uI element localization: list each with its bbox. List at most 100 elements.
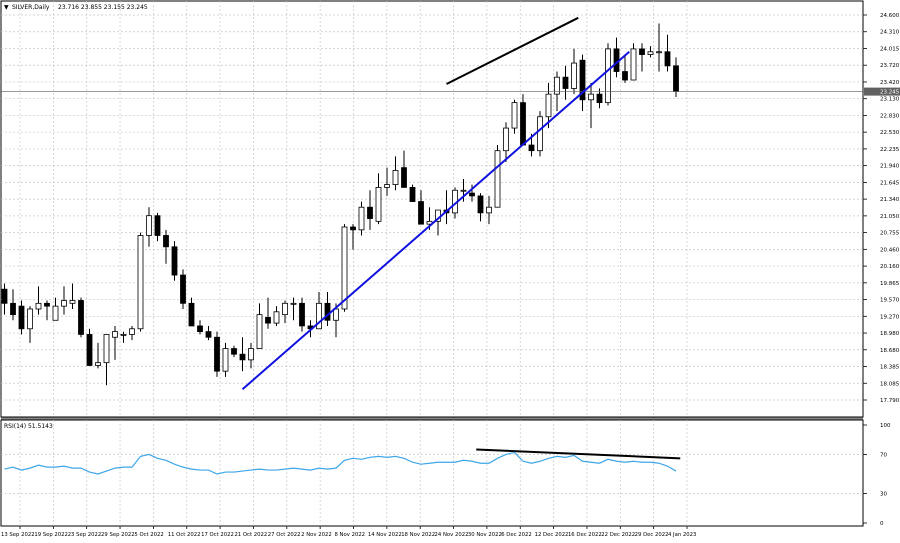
bearish-candle [188, 302, 195, 327]
bullish-candle [112, 331, 118, 338]
price-tick-label: 19.865 [880, 281, 900, 287]
bearish-candle [528, 144, 535, 152]
bearish-candle [197, 325, 203, 332]
price-tick-label: 20.460 [880, 247, 900, 253]
bearish-candle [18, 305, 25, 330]
time-tick-label: 8 Nov 2022 [335, 532, 366, 538]
price-resistance-trendline [446, 16, 579, 85]
price-tick-label: 22.830 [880, 113, 900, 119]
time-tick-label: 13 Sep 2022 [1, 532, 35, 538]
time-tick-label: 21 Oct 2022 [234, 532, 267, 538]
bearish-candle [639, 48, 645, 55]
bearish-candle [299, 302, 305, 327]
price-pane-frame [0, 0, 864, 418]
bearish-candle [205, 331, 212, 338]
time-tick-label: 30 Nov 2022 [468, 532, 502, 538]
bearish-candle [239, 353, 246, 361]
last-price-marker [864, 87, 900, 96]
price-tick-label: 18.385 [880, 365, 900, 371]
price-tick-label: 22.530 [880, 130, 900, 136]
ohlc-values: 23.716 23.855 23.155 23.245 [58, 4, 148, 11]
bullish-candle [511, 102, 518, 129]
rsi-resistance-trendline [476, 448, 681, 460]
bullish-candle [52, 305, 59, 321]
bearish-candle [214, 336, 220, 372]
bearish-candle [10, 302, 16, 316]
price-tick-label: 20.160 [880, 264, 900, 270]
time-tick-label: 16 Dec 2022 [568, 532, 602, 538]
bearish-candle [622, 71, 628, 81]
bullish-candle [656, 51, 662, 54]
price-tick-label: 17.790 [880, 398, 900, 404]
price-tick-label: 21.340 [880, 197, 900, 203]
time-tick-label: 19 Sep 2022 [34, 532, 68, 538]
bullish-candle [222, 348, 229, 372]
rsi-tick-label: 30 [880, 492, 887, 498]
bearish-candle [520, 102, 526, 146]
time-tick-label: 29 Sep 2022 [101, 532, 135, 538]
bearish-candle [596, 93, 603, 104]
time-tick-label: 17 Oct 2022 [201, 532, 234, 538]
bearish-candle [78, 300, 84, 335]
price-tick-label: 21.645 [880, 180, 900, 186]
bearish-candle [1, 288, 8, 304]
bearish-candle [664, 51, 671, 67]
bullish-candle [95, 362, 101, 366]
bullish-candle [392, 170, 399, 186]
candles [1, 23, 863, 386]
time-axis: 13 Sep 2022 19 Sep 2022 23 Sep 2022 29 Sep … [1, 526, 696, 538]
bullish-candle [545, 93, 552, 118]
bullish-candle [69, 300, 76, 304]
bullish-candle [571, 62, 577, 89]
time-tick-label: 4 Jan 2023 [668, 532, 696, 538]
last-price-label: 23.245 [880, 90, 900, 96]
bearish-candle [367, 206, 373, 219]
bullish-candle [358, 206, 365, 231]
support-trendline [241, 50, 630, 391]
time-tick-label: 27 Oct 2022 [268, 532, 301, 538]
bearish-candle [44, 302, 50, 307]
rsi-line [4, 451, 677, 475]
bullish-candle [290, 302, 297, 305]
bullish-candle [494, 150, 501, 208]
bullish-candle [282, 302, 288, 316]
price-tick-label: 24.310 [880, 30, 900, 36]
price-tick-label: 19.570 [880, 298, 900, 304]
price-tick-label: 23.420 [880, 80, 900, 86]
bullish-candle [588, 93, 594, 101]
price-tick-label: 20.755 [880, 231, 900, 237]
bearish-candle [401, 167, 407, 188]
bullish-candle [256, 314, 263, 349]
menu-dropdown-icon[interactable]: ▼ [4, 4, 9, 11]
bullish-candle [630, 48, 637, 81]
bullish-candle [316, 302, 322, 330]
price-axis: 24.600 24.310 24.015 23.720 23.420 23.130 22.8… [863, 13, 900, 404]
time-tick-label: 6 Dec 2022 [501, 532, 531, 538]
bullish-candle [103, 334, 110, 364]
price-tick-label: 18.680 [880, 348, 900, 354]
bearish-candle [418, 201, 424, 225]
bullish-candle [27, 308, 33, 330]
rsi-series [4, 451, 677, 475]
grid [1, 1, 863, 526]
rsi-tick-label: 70 [880, 452, 887, 458]
bullish-candle [460, 189, 467, 192]
price-tick-label: 24.600 [880, 13, 900, 19]
bearish-candle [469, 192, 475, 197]
bearish-candle [409, 187, 416, 202]
bullish-candle [333, 308, 339, 321]
price-tick-label: 22.235 [880, 147, 900, 153]
bullish-candle [273, 311, 280, 324]
price-tick-label: 21.050 [880, 214, 900, 220]
time-tick-label: 12 Dec 2022 [535, 532, 569, 538]
time-tick-label: 18 Nov 2022 [401, 532, 435, 538]
price-tick-label: 24.015 [880, 46, 900, 52]
bullish-candle [61, 300, 67, 307]
bullish-candle [248, 348, 254, 361]
bullish-candle [129, 328, 135, 335]
time-tick-label: 11 Oct 2022 [168, 532, 201, 538]
bullish-candle [554, 76, 560, 95]
bullish-candle [503, 127, 509, 152]
